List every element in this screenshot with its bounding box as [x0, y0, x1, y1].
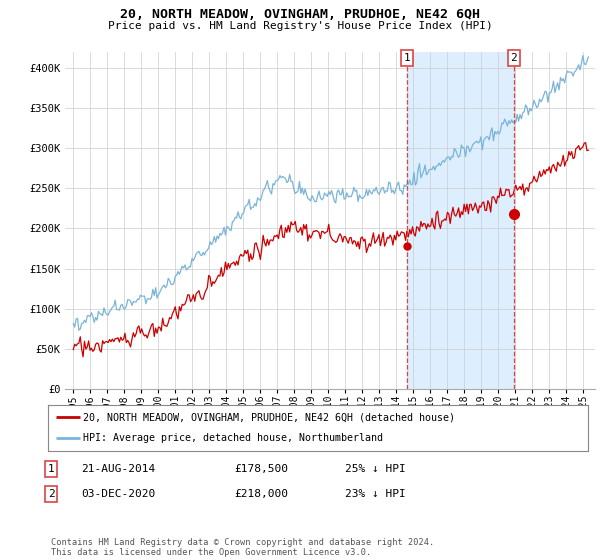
Text: 21-AUG-2014: 21-AUG-2014 [81, 464, 155, 474]
Text: Price paid vs. HM Land Registry's House Price Index (HPI): Price paid vs. HM Land Registry's House … [107, 21, 493, 31]
Text: Contains HM Land Registry data © Crown copyright and database right 2024.
This d: Contains HM Land Registry data © Crown c… [51, 538, 434, 557]
Text: 1: 1 [47, 464, 55, 474]
Text: 25% ↓ HPI: 25% ↓ HPI [345, 464, 406, 474]
Text: 20, NORTH MEADOW, OVINGHAM, PRUDHOE, NE42 6QH (detached house): 20, NORTH MEADOW, OVINGHAM, PRUDHOE, NE4… [83, 412, 455, 422]
Text: £218,000: £218,000 [234, 489, 288, 499]
Text: £178,500: £178,500 [234, 464, 288, 474]
Text: 20, NORTH MEADOW, OVINGHAM, PRUDHOE, NE42 6QH: 20, NORTH MEADOW, OVINGHAM, PRUDHOE, NE4… [120, 8, 480, 21]
Text: 2: 2 [511, 53, 517, 63]
Text: 23% ↓ HPI: 23% ↓ HPI [345, 489, 406, 499]
Text: 1: 1 [404, 53, 410, 63]
Text: 2: 2 [47, 489, 55, 499]
Bar [407, 52, 514, 389]
Text: 03-DEC-2020: 03-DEC-2020 [81, 489, 155, 499]
Text: HPI: Average price, detached house, Northumberland: HPI: Average price, detached house, Nort… [83, 433, 383, 444]
